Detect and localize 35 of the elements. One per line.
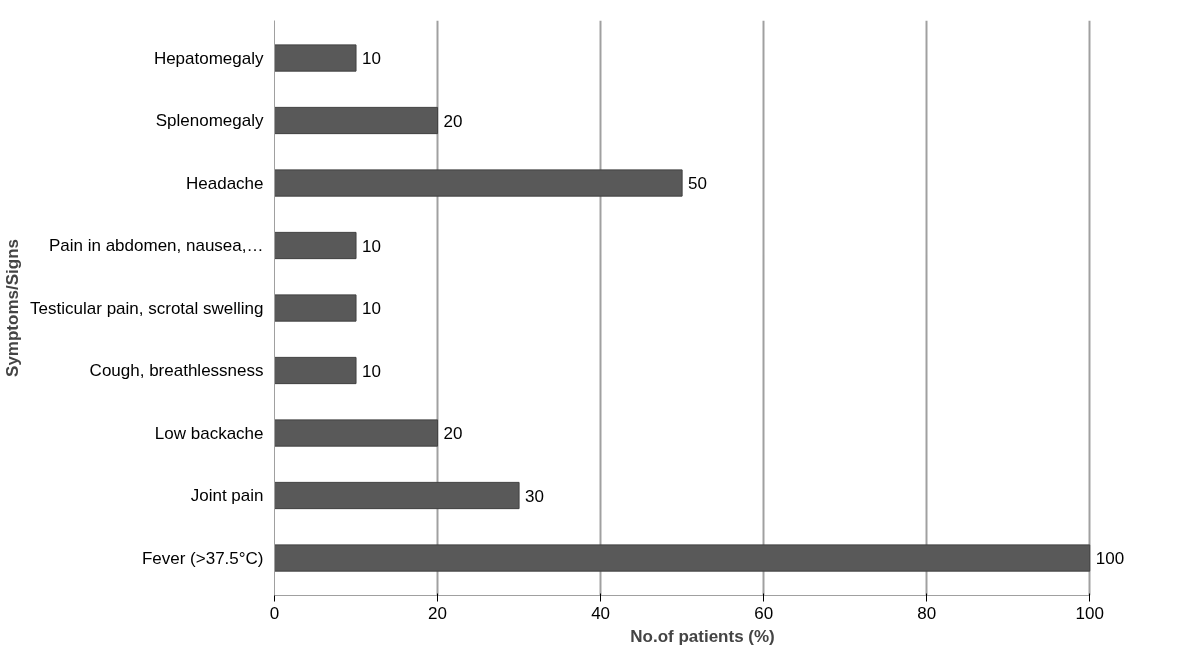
data-label: 100 [1095,549,1125,568]
data-label: 10 [362,299,381,318]
y-tick-label: Headache [186,173,264,193]
bar [274,44,357,72]
y-tick-label: Hepatomegaly [153,48,264,68]
bar [274,544,1091,572]
y-tick-label: Fever (>37.5°C) [141,548,264,568]
x-tick-label: 60 [754,603,774,623]
bar [274,481,520,510]
x-tick-label: 0 [269,603,280,623]
data-label: 30 [525,486,544,506]
y-tick-label: Cough, breathlessness [89,361,264,380]
x-tick-label: 20 [428,603,448,623]
data-label: 20 [443,424,463,443]
y-tick-label: Joint pain [190,486,264,505]
y-tick-label: Testicular pain, scrotal swelling [30,298,264,318]
y-tick-label: Low backache [154,423,264,443]
x-tick-label: 100 [1075,603,1104,623]
data-label: 10 [362,236,381,256]
x-tick-label: 80 [917,603,937,623]
data-label: 20 [443,111,463,131]
data-label: 10 [362,361,381,381]
x-axis-title: No.of patients (%) [630,626,775,646]
bar [274,419,439,447]
y-tick-label: Splenomegaly [155,111,264,130]
bar [274,294,357,322]
bar [274,169,683,197]
x-tick-label: 40 [591,603,611,623]
bar [274,231,357,260]
data-label: 10 [362,49,381,68]
y-tick-label: Pain in abdomen, nausea,… [48,236,264,255]
bar [274,356,357,385]
y-axis-title: Symptoms/Signs [3,239,23,377]
data-label: 50 [688,174,708,193]
bar [274,106,439,135]
